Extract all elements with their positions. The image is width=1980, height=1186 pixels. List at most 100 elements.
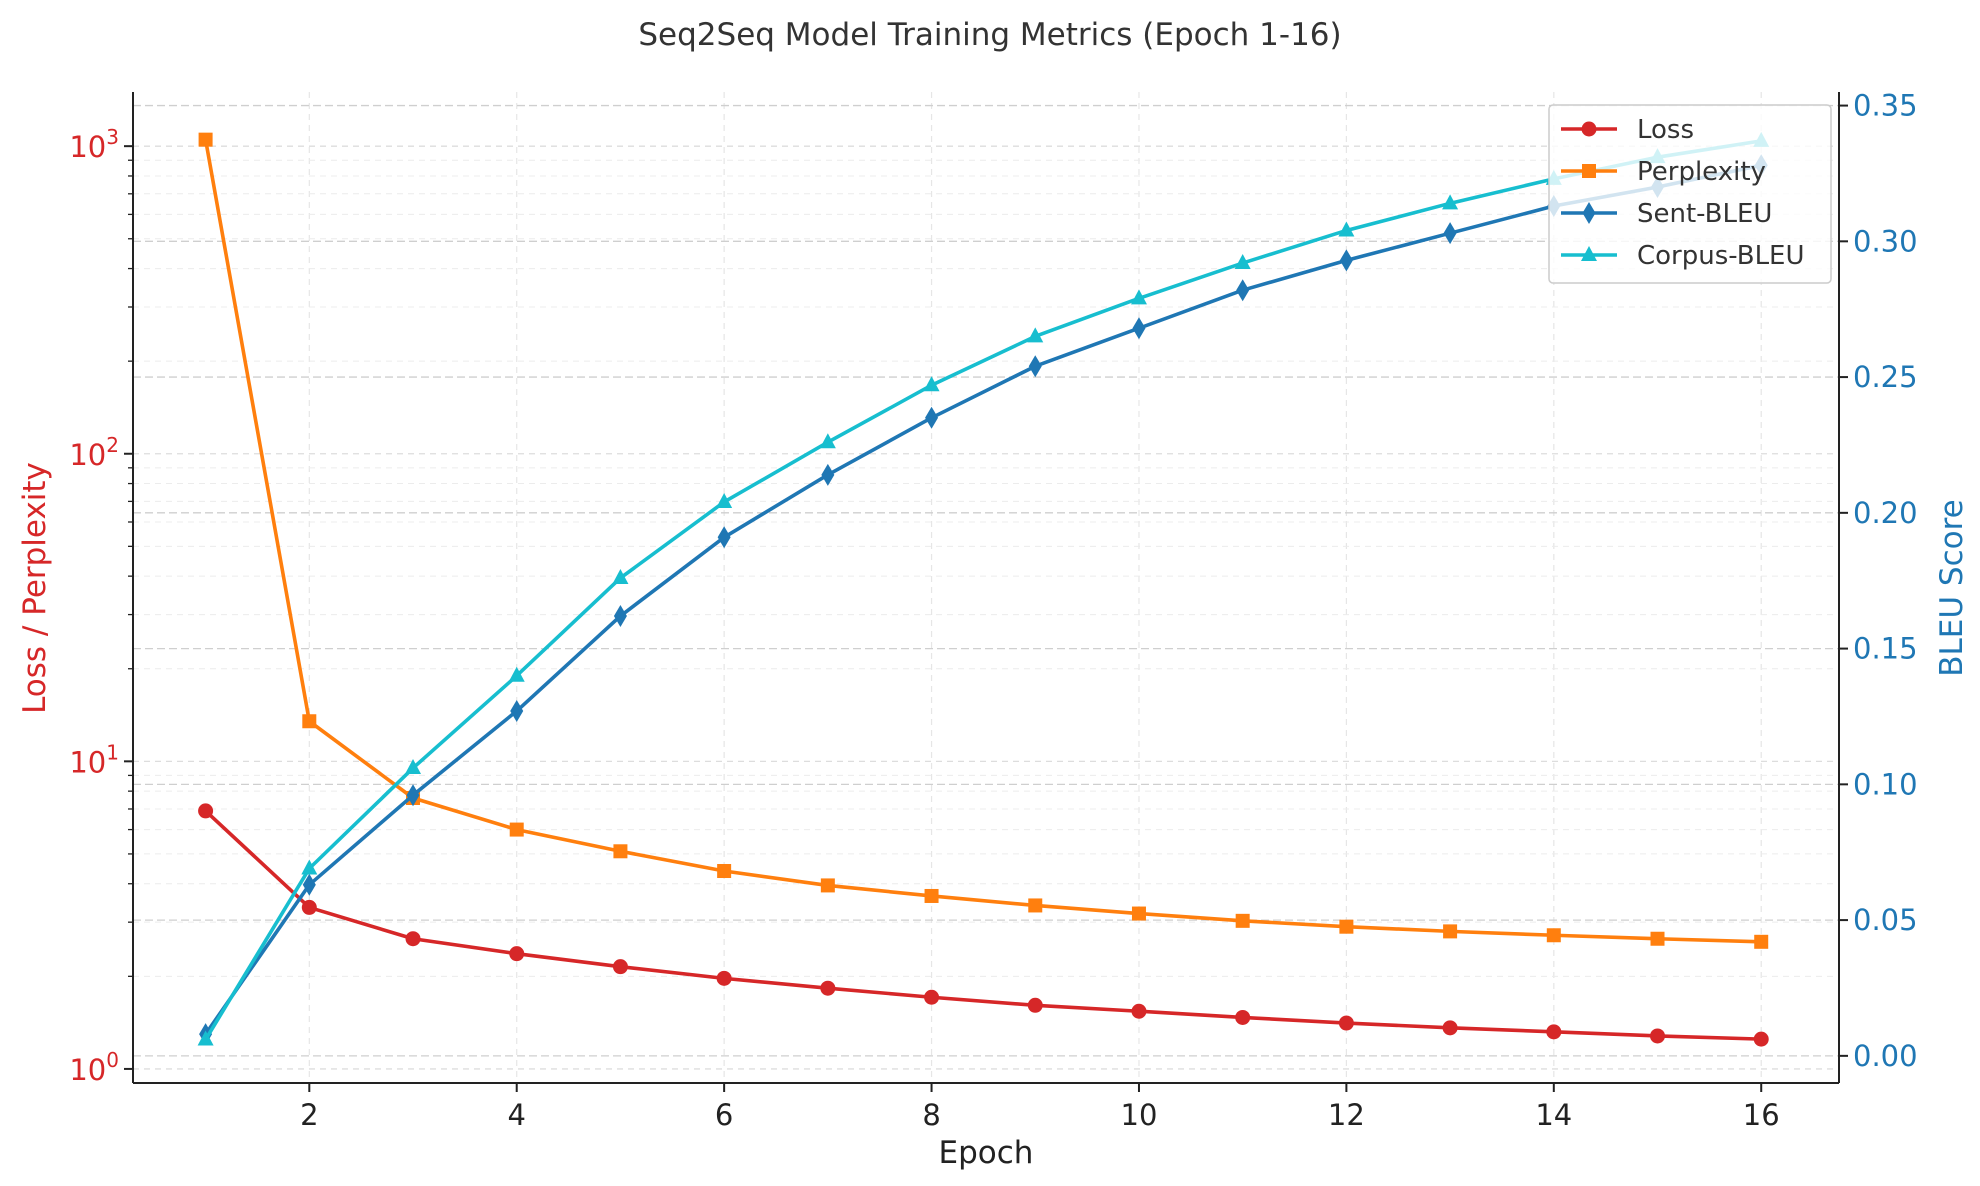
- loss-point: [1235, 1009, 1251, 1025]
- perplexity-point: [613, 844, 628, 859]
- left-axis-ticks: 100 101 102 103: [69, 125, 133, 1087]
- right-tick-label: 0.35: [1853, 89, 1918, 123]
- legend-label: Sent-BLEU: [1637, 199, 1772, 229]
- corpus-bleu-point: [1442, 194, 1459, 210]
- loss-point: [716, 970, 732, 986]
- series-layer: [197, 131, 1770, 1047]
- x-tick-label: 14: [1535, 1098, 1572, 1132]
- perplexity-point: [820, 878, 835, 893]
- corpus-bleu-point: [1027, 327, 1044, 343]
- corpus-bleu-point: [819, 433, 836, 449]
- legend-swatch-marker: [1581, 121, 1597, 137]
- perplexity-point: [1028, 898, 1043, 913]
- legend-item-corpus-bleu: Corpus-BLEU: [1561, 241, 1805, 271]
- perplexity-point: [1443, 924, 1458, 939]
- corpus-bleu-point: [405, 759, 422, 775]
- sent-bleu-point: [510, 700, 524, 723]
- legend-swatch-marker: [1581, 246, 1597, 261]
- loss-point: [1027, 997, 1043, 1013]
- loss-point: [301, 899, 317, 915]
- loss-point: [820, 980, 836, 996]
- legend-item-perplexity: Perplexity: [1561, 157, 1766, 187]
- corpus-bleu-point: [1130, 289, 1147, 305]
- sent-bleu-point: [925, 406, 939, 429]
- loss-point: [1338, 1015, 1354, 1031]
- perplexity-point: [1131, 906, 1146, 921]
- loss-point: [612, 959, 628, 975]
- right-tick-label: 0.10: [1853, 767, 1918, 801]
- x-tick-label: 6: [715, 1098, 733, 1132]
- loss-point: [1442, 1020, 1458, 1036]
- sent-bleu-point: [1132, 317, 1146, 340]
- x-tick-label: 8: [922, 1098, 940, 1132]
- right-axis-ticks: 0.00 0.05 0.10 0.15 0.20 0.25 0.30 0.35: [1839, 89, 1918, 1073]
- perplexity-point: [1235, 913, 1250, 928]
- legend-label: Perplexity: [1637, 157, 1766, 187]
- loss-point: [509, 946, 525, 962]
- x-axis-ticks: 2 4 6 8 10 12 14 16: [300, 1083, 1780, 1132]
- chart-title: Seq2Seq Model Training Metrics (Epoch 1-…: [638, 17, 1341, 53]
- corpus-bleu-point: [1234, 254, 1251, 270]
- corpus-bleu-point: [197, 1030, 214, 1046]
- sent-bleu-point: [1339, 249, 1353, 272]
- x-tick-label: 10: [1121, 1098, 1158, 1132]
- series-loss: [198, 803, 1769, 1047]
- left-tick-label: 100: [69, 1048, 119, 1087]
- legend-swatch-marker: [1582, 164, 1596, 178]
- right-tick-label: 0.30: [1853, 224, 1918, 258]
- legend-item-sent-bleu: Sent-BLEU: [1561, 199, 1772, 229]
- loss-point: [1546, 1024, 1562, 1040]
- sent-bleu-point: [302, 873, 316, 896]
- perplexity-point: [1339, 919, 1354, 934]
- corpus-bleu-point: [301, 859, 318, 875]
- legend-label: Loss: [1637, 115, 1694, 145]
- sent-bleu-point: [1028, 355, 1042, 378]
- corpus-bleu-point: [923, 376, 940, 392]
- x-tick-label: 4: [507, 1098, 525, 1132]
- x-axis-label: Epoch: [939, 1135, 1034, 1171]
- sent-bleu-point: [1236, 279, 1250, 302]
- perplexity-point: [1650, 931, 1665, 946]
- corpus-bleu-point: [1338, 221, 1355, 237]
- loss-point: [405, 931, 421, 947]
- sent-bleu-point: [613, 605, 627, 628]
- perplexity-point: [924, 888, 939, 903]
- perplexity-point: [302, 714, 317, 729]
- sent-bleu-point: [717, 526, 731, 549]
- series-sent-bleu: [199, 154, 1768, 1046]
- x-tick-label: 2: [300, 1098, 318, 1132]
- corpus-bleu-point: [612, 568, 629, 584]
- legend-swatch-marker: [1582, 202, 1596, 224]
- left-tick-label: 101: [69, 740, 119, 779]
- legend-box: [1548, 104, 1832, 284]
- left-tick-label: 103: [69, 125, 119, 164]
- perplexity-point: [717, 864, 732, 879]
- perplexity-point: [198, 132, 213, 147]
- right-tick-label: 0.00: [1853, 1039, 1918, 1073]
- corpus-bleu-point: [508, 666, 525, 682]
- sent-bleu-line: [204, 163, 1762, 1036]
- sent-bleu-point: [821, 463, 835, 486]
- left-axis-label: Loss / Perplexity: [17, 462, 53, 714]
- perplexity-point: [509, 822, 524, 837]
- corpus-bleu-point: [716, 492, 733, 508]
- loss-point: [1753, 1031, 1769, 1047]
- perplexity-point: [1546, 928, 1561, 943]
- legend: Loss Perplexity Sent-BLEU Corpus-BLEU: [1548, 104, 1832, 284]
- perplexity-point: [1754, 934, 1769, 949]
- x-tick-label: 16: [1743, 1098, 1780, 1132]
- x-tick-label: 12: [1328, 1098, 1365, 1132]
- legend-label: Corpus-BLEU: [1637, 241, 1805, 271]
- right-tick-label: 0.20: [1853, 496, 1918, 530]
- left-tick-label: 102: [69, 433, 119, 472]
- sent-bleu-point: [1443, 222, 1457, 245]
- series-corpus-bleu: [197, 131, 1770, 1046]
- corpus-bleu-line: [204, 139, 1762, 1041]
- loss-point: [1650, 1028, 1666, 1044]
- loss-point: [198, 803, 214, 819]
- loss-line: [204, 809, 1762, 1041]
- right-tick-label: 0.15: [1853, 632, 1918, 666]
- sent-bleu-point: [406, 784, 420, 807]
- loss-point: [924, 989, 940, 1005]
